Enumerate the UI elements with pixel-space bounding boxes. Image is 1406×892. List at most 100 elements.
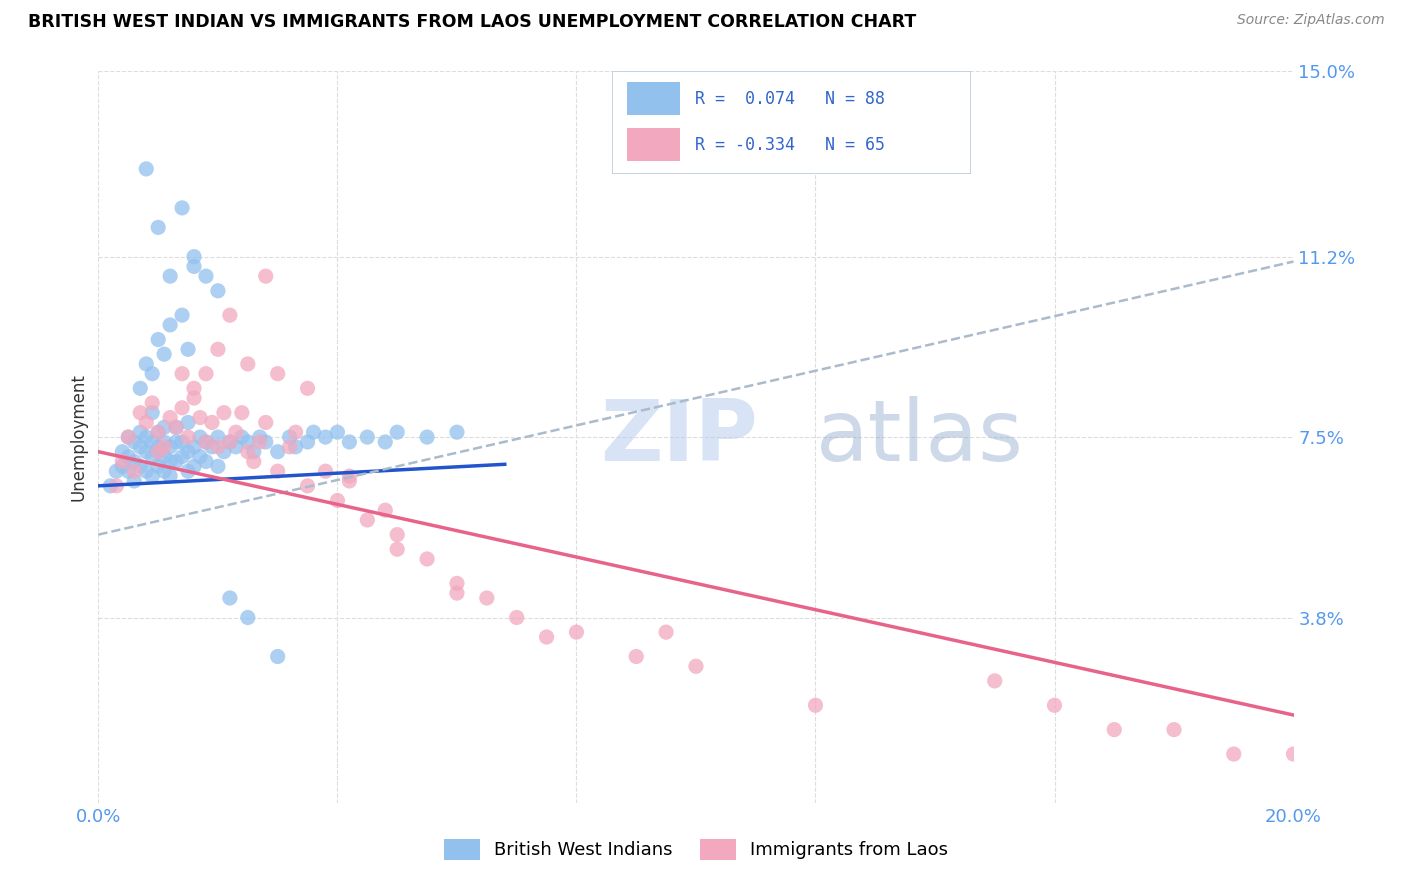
Point [129,440,152,454]
Point [236,434,259,449]
Point [565,625,588,640]
Point [111,454,134,468]
Point [188,450,211,464]
Point [804,698,827,713]
Point [105,479,128,493]
Point [172,308,194,322]
Point [129,459,152,474]
Point [135,430,157,444]
Point [284,440,307,454]
Point [153,450,176,464]
Point [225,440,247,454]
Point [236,357,259,371]
Point [148,440,170,454]
Point [117,450,139,464]
Point [219,591,242,605]
Point [219,308,242,322]
Point [339,469,361,483]
Point [117,430,139,444]
Point [278,440,301,454]
Point [446,576,468,591]
Text: atlas: atlas [815,395,1024,479]
Point [267,444,290,458]
Point [1223,747,1246,761]
Point [188,410,211,425]
Point [416,552,439,566]
Point [374,434,396,449]
Point [129,425,152,440]
Text: ZIP: ZIP [600,395,758,479]
Point [117,430,139,444]
Point [536,630,558,644]
Point [315,464,337,478]
Point [117,464,139,478]
Point [159,410,181,425]
Point [148,444,170,458]
Point [141,406,163,420]
Point [177,430,200,444]
Point [105,464,128,478]
Text: Source: ZipAtlas.com: Source: ZipAtlas.com [1237,13,1385,28]
Point [165,420,187,434]
Point [267,464,290,478]
Point [195,434,218,449]
Point [374,503,396,517]
Point [1043,698,1066,713]
Text: BRITISH WEST INDIAN VS IMMIGRANTS FROM LAOS UNEMPLOYMENT CORRELATION CHART: BRITISH WEST INDIAN VS IMMIGRANTS FROM L… [28,13,917,31]
Point [177,343,200,357]
Point [141,367,163,381]
Point [339,434,361,449]
Point [326,425,349,440]
Point [159,269,181,284]
Point [135,416,157,430]
Point [172,401,194,415]
Point [183,459,205,474]
Point [177,464,200,478]
Point [153,420,176,434]
Point [183,250,205,264]
Point [111,459,134,474]
Point [148,220,170,235]
Point [183,391,205,405]
Point [135,444,157,458]
Point [267,649,290,664]
Point [141,396,163,410]
Point [159,440,181,454]
Point [153,464,176,478]
Point [124,434,146,449]
Point [183,381,205,395]
Point [446,425,468,440]
Point [124,474,146,488]
Point [506,610,529,624]
Point [236,610,259,624]
Point [148,333,170,347]
Point [254,434,277,449]
Point [135,357,157,371]
Point [249,434,271,449]
Point [135,464,157,478]
Point [159,318,181,332]
Point [254,269,277,284]
Point [141,469,163,483]
Point [172,201,194,215]
Point [219,434,242,449]
Point [984,673,1007,688]
Point [201,440,224,454]
Point [98,479,122,493]
Point [172,367,194,381]
Point [195,434,218,449]
Point [315,430,337,444]
Point [385,527,409,541]
Point [172,450,194,464]
Point [148,459,170,474]
Point [195,367,218,381]
Point [159,454,181,468]
Point [165,420,187,434]
Point [188,430,211,444]
Point [207,440,229,454]
Point [141,434,163,449]
Point [446,586,468,600]
Point [159,469,181,483]
Point [243,444,266,458]
Point [278,430,301,444]
